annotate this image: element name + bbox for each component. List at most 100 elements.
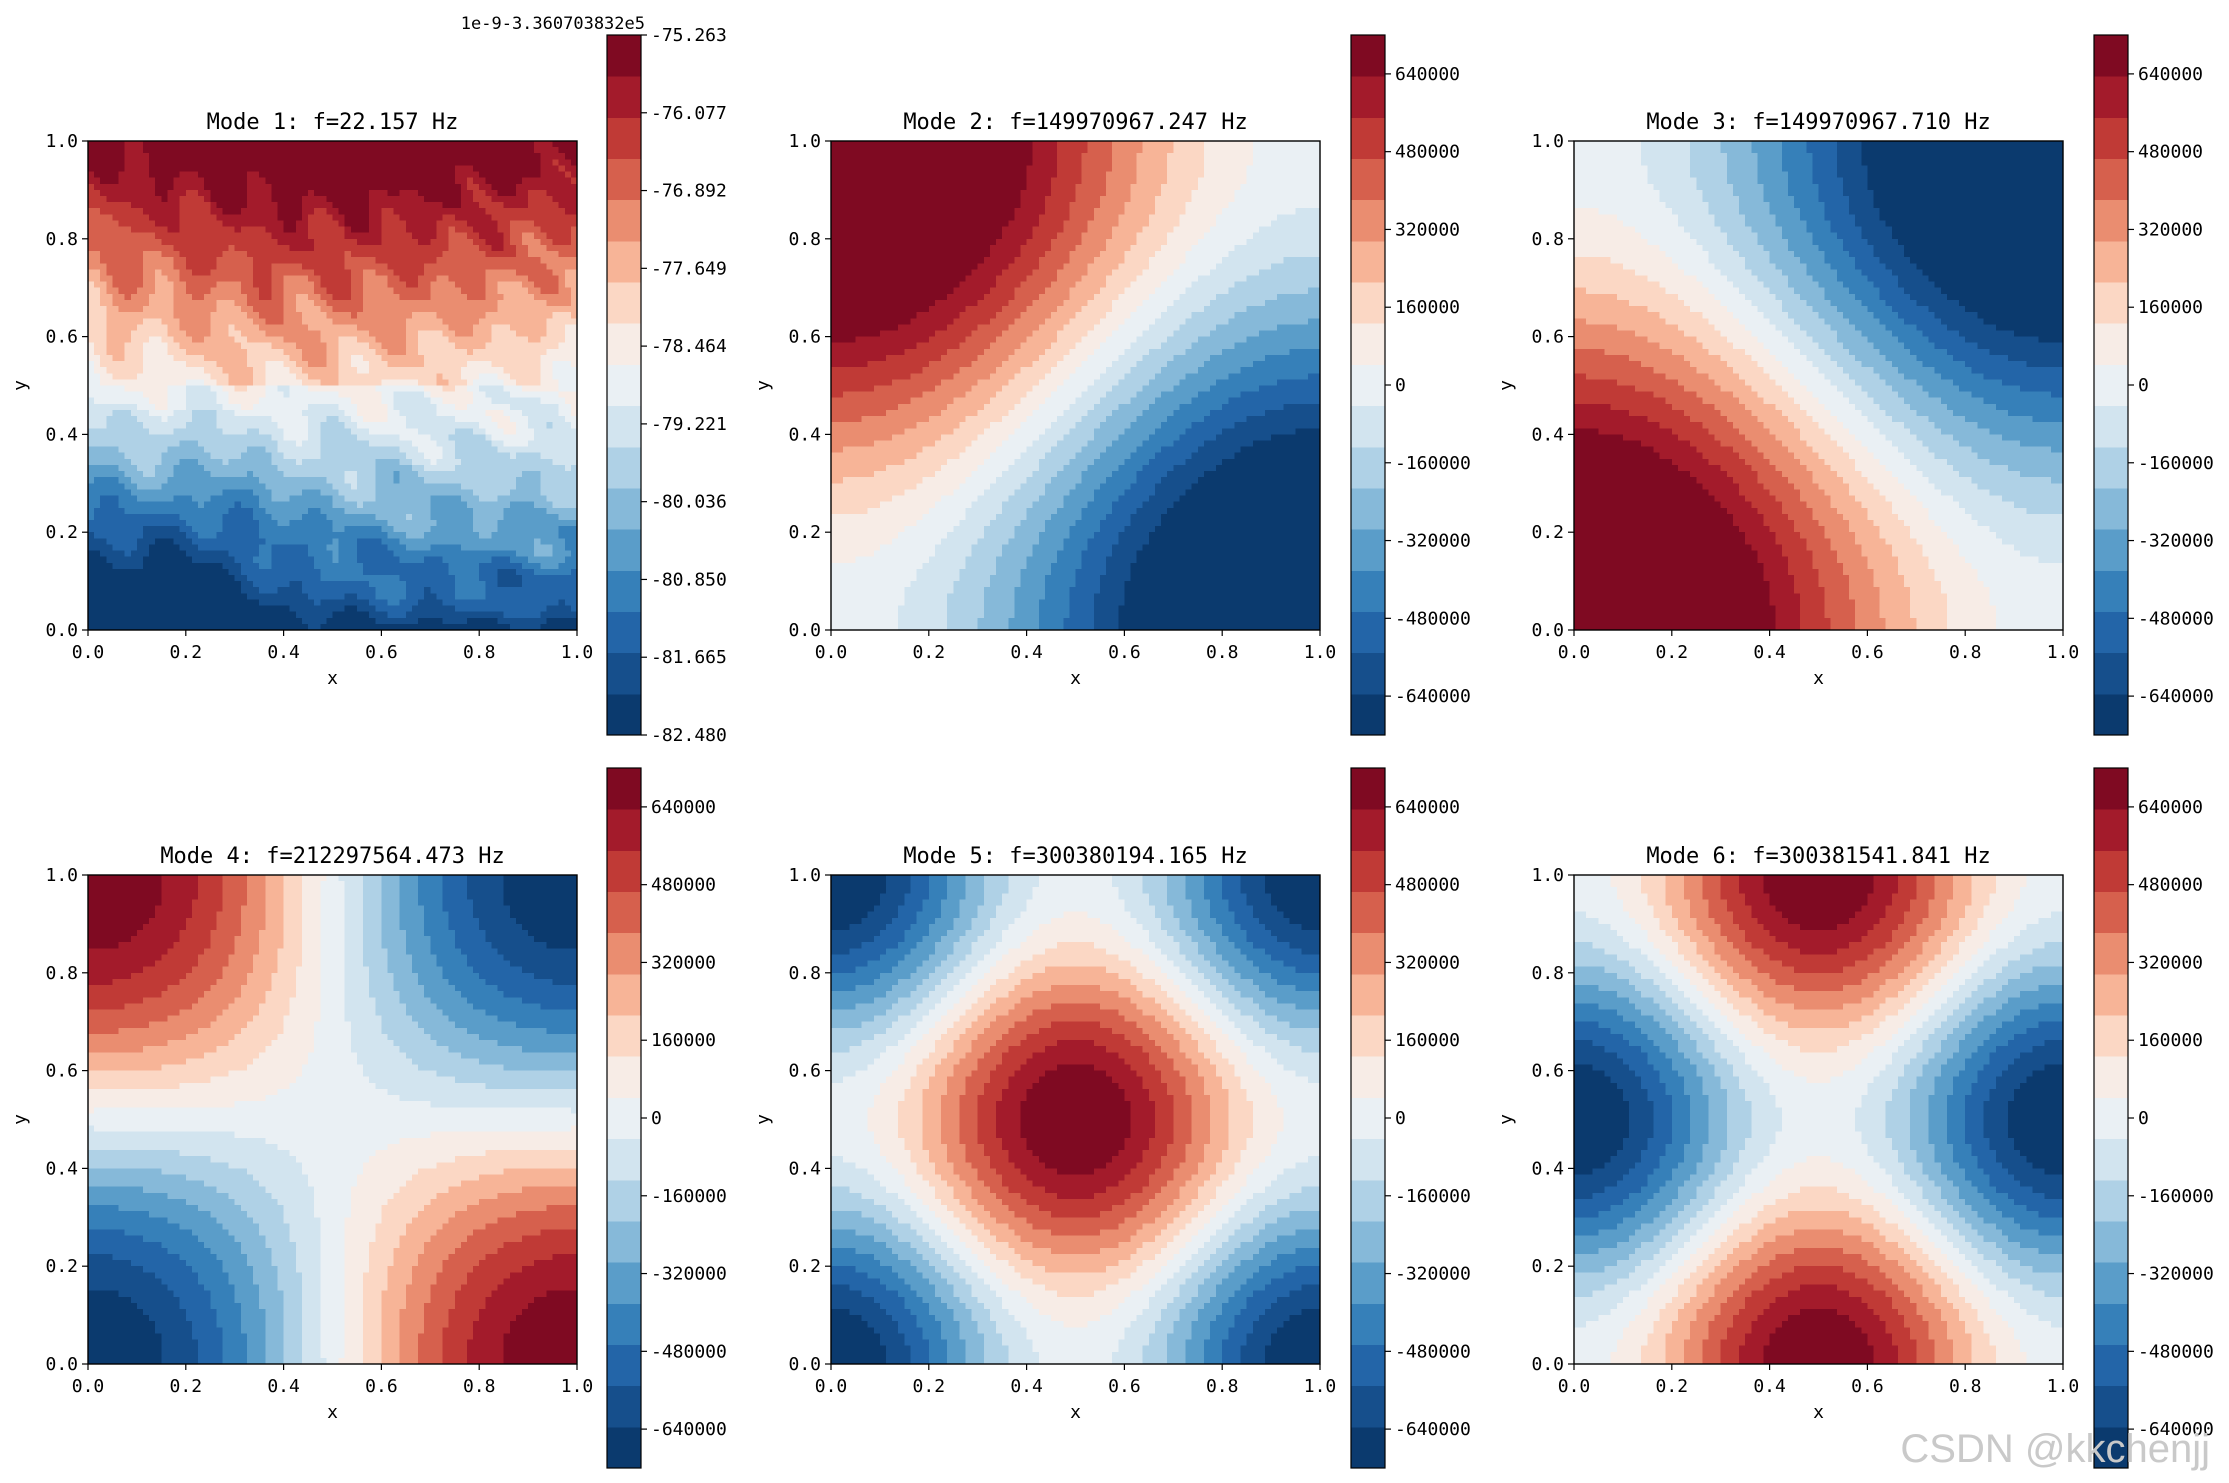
heatmap-cell [521, 293, 529, 301]
heatmap-cell [411, 159, 419, 167]
heatmap-cell [94, 263, 101, 270]
heatmap-cell [466, 507, 474, 515]
heatmap-cell [411, 275, 419, 283]
heatmap-cell [179, 342, 187, 350]
heatmap-cell [479, 275, 486, 283]
heatmap-cell [521, 330, 529, 338]
heatmap-cell [460, 232, 468, 240]
heatmap-cell [118, 336, 126, 344]
heatmap-cell [369, 269, 376, 277]
heatmap-cell [185, 244, 193, 252]
heatmap-cell [363, 354, 370, 362]
heatmap-cell [210, 483, 217, 491]
heatmap-cell [454, 293, 462, 301]
heatmap-cell [509, 464, 517, 472]
heatmap-cell [552, 275, 560, 283]
heatmap-cell [540, 269, 548, 277]
heatmap-cell [363, 232, 370, 240]
heatmap-cell [418, 306, 425, 313]
heatmap-cell [155, 391, 162, 399]
heatmap-cell [552, 269, 560, 277]
heatmap-cell [430, 251, 438, 258]
heatmap-cell [130, 171, 138, 179]
heatmap-cell [94, 269, 101, 277]
heatmap-cell [301, 489, 309, 497]
heatmap-cell [332, 244, 340, 252]
heatmap-cell [124, 354, 132, 362]
heatmap-cell [411, 434, 419, 442]
heatmap-cell [326, 171, 334, 179]
heatmap-cell [534, 391, 541, 399]
heatmap-cell [570, 287, 578, 295]
heatmap-cell [246, 263, 254, 270]
heatmap-cell [167, 464, 175, 472]
heatmap-cell [234, 458, 242, 466]
heatmap-cell [454, 422, 462, 429]
heatmap-cell [424, 434, 431, 442]
heatmap-cell [540, 489, 548, 497]
heatmap-cell [259, 489, 266, 497]
heatmap-cell [570, 373, 578, 380]
heatmap-cell [167, 312, 175, 319]
heatmap-cell [460, 354, 468, 362]
heatmap-cell [136, 434, 144, 442]
heatmap-cell [283, 214, 291, 222]
heatmap-cell [540, 385, 548, 393]
heatmap-cell [191, 348, 199, 356]
heatmap-cell [546, 440, 554, 448]
heatmap-cell [448, 281, 456, 289]
heatmap-cell [106, 251, 114, 258]
heatmap-cell [411, 440, 419, 448]
heatmap-cell [155, 330, 162, 338]
heatmap-cell [228, 214, 236, 222]
heatmap-cell [295, 263, 303, 270]
heatmap-cell [491, 177, 499, 185]
heatmap-cell [314, 312, 321, 319]
heatmap-cell [436, 269, 444, 277]
heatmap-cell [289, 354, 297, 362]
heatmap-cell [149, 214, 156, 222]
heatmap-cell [454, 141, 462, 148]
heatmap-cell [240, 238, 248, 246]
heatmap-cell [253, 464, 260, 472]
heatmap-cell [130, 177, 138, 185]
heatmap-cell [191, 141, 199, 148]
heatmap-cell [381, 440, 389, 448]
heatmap-cell [253, 477, 260, 484]
heatmap-cell [106, 367, 114, 374]
heatmap-cell [405, 495, 413, 503]
heatmap-cell [448, 416, 456, 423]
heatmap-cell [375, 422, 382, 429]
heatmap-cell [155, 318, 162, 325]
heatmap-cell [338, 153, 346, 160]
heatmap-cell [222, 147, 230, 154]
heatmap-cell [136, 464, 144, 472]
heatmap-cell [210, 232, 217, 240]
heatmap-cell [155, 208, 162, 215]
heatmap-cell [399, 385, 407, 393]
heatmap-cell [332, 483, 340, 491]
heatmap-cell [332, 403, 340, 411]
heatmap-cell [143, 379, 150, 387]
heatmap-cell [338, 275, 346, 283]
heatmap-cell [289, 275, 297, 283]
heatmap-cell [326, 165, 334, 173]
heatmap-cell [185, 330, 193, 338]
heatmap-cell [564, 513, 572, 521]
heatmap-cell [265, 403, 272, 411]
heatmap-cell [424, 147, 431, 154]
heatmap-cell [473, 403, 480, 411]
heatmap-cell [387, 153, 395, 160]
heatmap-cell [399, 367, 407, 374]
heatmap-cell [436, 318, 444, 325]
heatmap-cell [473, 367, 480, 374]
heatmap-cell [454, 220, 462, 228]
heatmap-cell [216, 354, 224, 362]
heatmap-cell [479, 153, 486, 160]
heatmap-cell [320, 452, 327, 460]
heatmap-cell [240, 312, 248, 319]
heatmap-cell [344, 220, 352, 228]
heatmap-cell [338, 416, 346, 423]
heatmap-cell [210, 361, 217, 368]
heatmap-cell [460, 367, 468, 374]
